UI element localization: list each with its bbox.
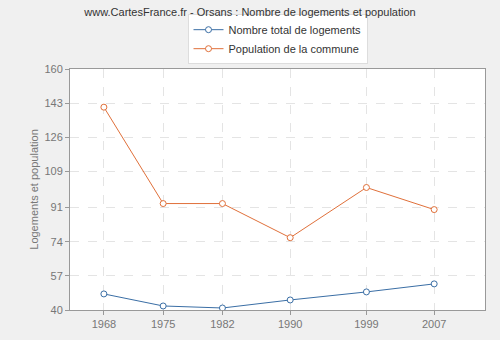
svg-text:2007: 2007 bbox=[422, 318, 446, 330]
svg-text:143: 143 bbox=[44, 97, 62, 109]
svg-text:1990: 1990 bbox=[278, 318, 302, 330]
svg-text:1999: 1999 bbox=[354, 318, 378, 330]
svg-text:160: 160 bbox=[44, 63, 62, 75]
svg-text:www.CartesFrance.fr - Orsans :: www.CartesFrance.fr - Orsans : Nombre de… bbox=[83, 6, 415, 18]
svg-text:57: 57 bbox=[51, 270, 63, 282]
svg-text:74: 74 bbox=[51, 236, 63, 248]
svg-text:1968: 1968 bbox=[92, 318, 116, 330]
svg-text:40: 40 bbox=[51, 304, 63, 316]
svg-text:1982: 1982 bbox=[210, 318, 234, 330]
svg-text:109: 109 bbox=[44, 165, 62, 177]
svg-text:126: 126 bbox=[44, 131, 62, 143]
svg-text:Logements et population: Logements et population bbox=[28, 129, 40, 249]
svg-text:1975: 1975 bbox=[151, 318, 175, 330]
svg-text:Population de la commune: Population de la commune bbox=[229, 43, 359, 55]
svg-text:91: 91 bbox=[51, 201, 63, 213]
svg-text:Nombre total de logements: Nombre total de logements bbox=[229, 24, 362, 36]
